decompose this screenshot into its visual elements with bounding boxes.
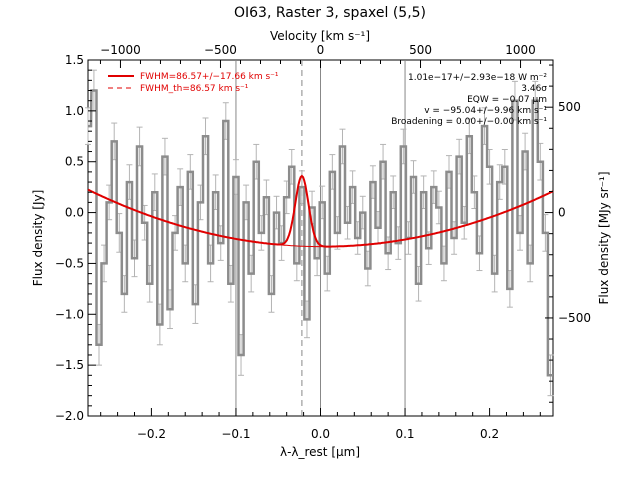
x-tick-label: 0.0 [311, 427, 330, 441]
top-tick-label: 1000 [505, 43, 536, 57]
x-axis-label: λ-λ_rest [μm] [280, 445, 360, 459]
legend: FWHM=86.57+/−17.66 km s⁻¹ FWHM_th=86.57 … [108, 72, 279, 94]
fit-annotations: 1.01e−17+/−2.93e−18 W m⁻² 3.46σ EQW = −0… [391, 73, 547, 127]
x-tick-label: 0.2 [480, 427, 499, 441]
legend-fit-label: FWHM=86.57+/−17.66 km s⁻¹ [140, 72, 279, 82]
y-tick-label: 0.0 [65, 206, 84, 220]
right-axis-label: Flux density [MJy sr⁻¹] [597, 171, 611, 304]
left-axis: −2.0 −1.5 −1.0 −0.5 0.0 0.5 1.0 1.5 [55, 53, 96, 423]
y-tick-label: −2.0 [55, 409, 84, 423]
y-tick-label: −0.5 [55, 256, 84, 270]
y-tick-label: −1.5 [55, 358, 84, 372]
y-tick-label: 0.5 [65, 155, 84, 169]
legend-fwhm-th-label: FWHM_th=86.57 km s⁻¹ [140, 84, 249, 94]
annotation-eqw: EQW = −0.07 μm [467, 95, 547, 105]
fit-series [87, 174, 554, 248]
top-axis-label: Velocity [km s⁻¹] [270, 29, 370, 43]
y-axis-label: Flux density [Jy] [31, 190, 45, 287]
y-tick-label: 1.5 [65, 53, 84, 67]
right-tick-label: 500 [558, 100, 581, 114]
annotation-significance: 3.46σ [521, 84, 547, 94]
x-tick-label: −0.2 [137, 427, 166, 441]
spectrum-series [88, 89, 553, 377]
top-tick-label: −500 [204, 43, 237, 57]
right-axis: −500 0 500 [545, 64, 591, 403]
spectrum-line [88, 89, 553, 377]
x-tick-label: 0.1 [395, 427, 414, 441]
annotation-velocity: v = −95.04+/−9.96 km s⁻¹ [424, 106, 547, 116]
top-tick-label: 500 [409, 43, 432, 57]
top-tick-label: 0 [317, 43, 325, 57]
top-axis: −1000 −500 0 500 1000 [99, 43, 542, 68]
right-tick-label: −500 [558, 311, 591, 325]
top-tick-label: −1000 [100, 43, 141, 57]
annotation-line-flux: 1.01e−17+/−2.93e−18 W m⁻² [408, 73, 547, 83]
bottom-axis: −0.2 −0.1 0.0 0.1 0.2 [100, 408, 541, 441]
chart-title: OI63, Raster 3, spaxel (5,5) [234, 5, 426, 21]
fit-line [87, 174, 554, 248]
x-tick-label: −0.1 [221, 427, 250, 441]
right-tick-label: 0 [558, 206, 566, 220]
y-tick-label: −1.0 [55, 307, 84, 321]
annotation-broadening: Broadening = 0.00+/−0.00 km s⁻¹ [391, 117, 547, 127]
y-tick-label: 1.0 [65, 104, 84, 118]
